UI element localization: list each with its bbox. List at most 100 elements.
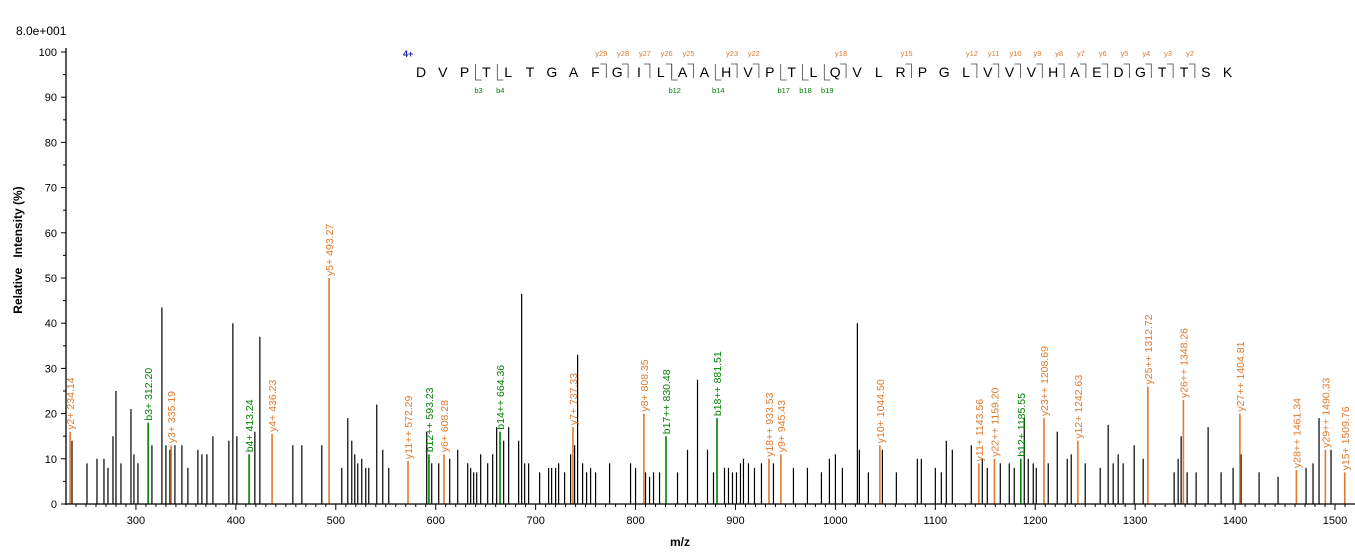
y-ion-marker [1188, 63, 1196, 78]
x-tick-label: 1200 [1023, 515, 1047, 527]
peak-label: y2+ 234.14 [65, 377, 77, 429]
residue: T [482, 64, 491, 80]
peak-label: y12+ 1242.63 [1073, 375, 1085, 439]
y-ion-marker [665, 63, 673, 78]
y-ion-marker [600, 63, 607, 78]
residue: D [416, 64, 426, 80]
residue: Q [830, 64, 841, 80]
residue: A [700, 64, 710, 80]
y-ion-marker [1036, 63, 1043, 78]
residue: G [546, 64, 557, 80]
b-ion-label: b17 [777, 86, 790, 95]
x-tick-label: 700 [526, 515, 544, 527]
residue: F [591, 64, 600, 80]
x-axis-label: m/z [670, 535, 690, 549]
peak-label: y18++ 933.53 [764, 392, 776, 456]
y-ion-marker [687, 63, 694, 78]
y-tick-label: 80 [45, 137, 57, 149]
residue: V [743, 64, 753, 80]
b-ion-marker [496, 64, 504, 81]
residue: T [1158, 64, 1167, 80]
y-ion-marker [1058, 63, 1065, 78]
residue: G [1135, 64, 1146, 80]
peak-label: y10+ 1044.50 [875, 379, 887, 443]
peak-label: y5+ 493.27 [324, 224, 336, 276]
b-ion-label: b3 [474, 86, 482, 95]
y-ion-marker [970, 63, 978, 78]
b-ion-marker [475, 64, 482, 81]
residue: H [1048, 64, 1058, 80]
charge-state: 4+ [403, 49, 413, 59]
x-tick-label: 1500 [1323, 515, 1347, 527]
y-tick-label: 70 [45, 183, 57, 195]
peak-label: b12++ 593.23 [424, 387, 436, 452]
y-ion-marker [840, 63, 847, 78]
b-ion-marker [780, 64, 787, 81]
peak-label: y6+ 608.28 [439, 400, 451, 452]
residue: G [612, 64, 623, 80]
y-ion-marker [1079, 63, 1087, 78]
y-ion-label: y7 [1077, 49, 1085, 58]
peak-label: b3+ 312.20 [143, 368, 155, 421]
peak-label: y27++ 1404.81 [1235, 341, 1247, 411]
b-ion-marker [671, 64, 678, 81]
y-tick-label: 30 [45, 363, 57, 375]
y-tick-label: 20 [45, 409, 57, 421]
y-tick-label: 0 [51, 499, 57, 511]
residue: P [918, 64, 927, 80]
y-ion-label: y22 [748, 49, 760, 58]
residue: P [765, 64, 774, 80]
residue: L [962, 64, 970, 80]
residue: G [939, 64, 950, 80]
y-ion-label: y25 [682, 49, 694, 58]
residue: P [460, 64, 469, 80]
peak-label: y26++ 1348.26 [1178, 328, 1190, 398]
y-ion-label: y23 [726, 49, 738, 58]
peak-label: y23++ 1208.69 [1039, 346, 1051, 416]
residue: T [787, 64, 796, 80]
y-ion-label: y29 [595, 49, 607, 58]
peak-label: y22++ 1159.20 [989, 387, 1001, 456]
residue: V [852, 64, 862, 80]
b-ion-label: b19 [821, 86, 834, 95]
peak-label: y4+ 436.23 [267, 380, 279, 432]
x-tick-label: 600 [427, 515, 445, 527]
residue: D [1114, 64, 1124, 80]
x-tick-label: 900 [726, 515, 744, 527]
residue: I [637, 64, 641, 80]
y-ion-marker [905, 63, 912, 78]
x-tick-label: 1000 [823, 515, 847, 527]
residue: L [875, 64, 883, 80]
residue: K [1223, 64, 1233, 80]
y-tick-label: 60 [45, 228, 57, 240]
y-axis-label: Relative Intensity (%) [11, 186, 25, 313]
y-ion-marker [752, 63, 760, 78]
y-ion-label: y27 [639, 49, 651, 58]
peak-label: y28++ 1461.34 [1291, 398, 1303, 468]
y-ion-label: y28 [617, 49, 629, 58]
peak-label: b14++ 664.36 [495, 365, 507, 430]
residue: V [438, 64, 448, 80]
y-ion-label: y15 [900, 49, 912, 58]
b-ion-label: b4 [496, 86, 504, 95]
b-ion-marker [802, 64, 809, 81]
y-ion-label: y12 [966, 49, 978, 58]
residue: L [657, 64, 665, 80]
y-ion-label: y18 [835, 49, 847, 58]
residue: T [526, 64, 535, 80]
y-ion-marker [622, 63, 629, 78]
residue: L [810, 64, 818, 80]
residue: V [1027, 64, 1037, 80]
x-tick-label: 1300 [1123, 515, 1147, 527]
axes: 0 10 20 30 40 50 60 70 80 90 100 300 400 500 600 700 800… [39, 47, 1355, 527]
b-ion-marker [714, 64, 722, 81]
x-tick-label: 1100 [923, 515, 947, 527]
x-tick-label: 400 [227, 515, 245, 527]
x-tick-label: 1400 [1223, 515, 1247, 527]
peak-label: b12+ 1185.55 [1016, 393, 1028, 457]
residue: H [721, 64, 731, 80]
y-ion-label: y3 [1164, 49, 1172, 58]
residue: A [569, 64, 579, 80]
residue: L [504, 64, 512, 80]
